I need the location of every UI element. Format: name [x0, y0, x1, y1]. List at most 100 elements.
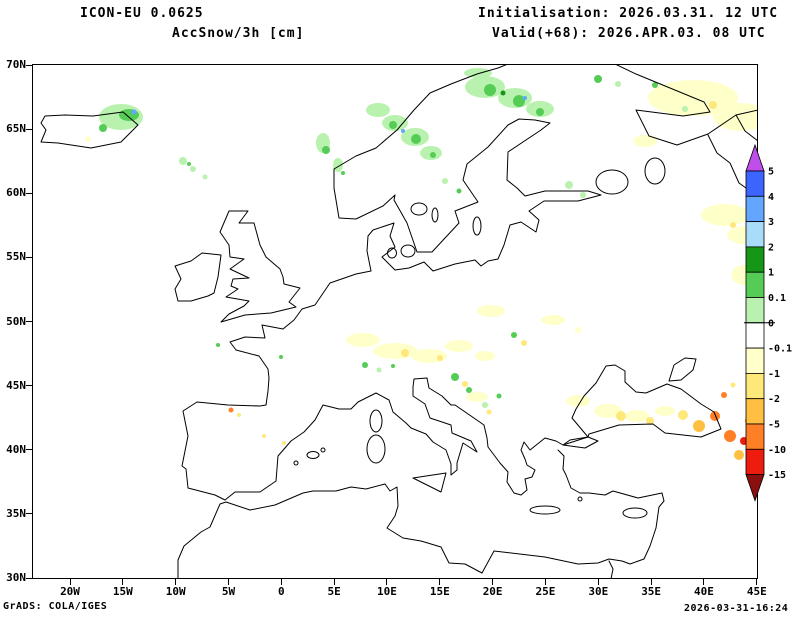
lon-tick	[386, 579, 388, 585]
island-ibiza	[293, 460, 299, 466]
lon-tick	[756, 579, 758, 585]
lon-tick	[227, 579, 229, 585]
lon-tick	[69, 579, 71, 585]
colorbar-label: -10	[768, 445, 786, 456]
colorbar-label: 5	[768, 167, 774, 178]
colorbar-segment	[745, 221, 765, 248]
coastline-sea-of-marmara	[562, 436, 599, 449]
lat-label-35N: 35N	[6, 506, 26, 520]
variable-title: AccSnow/3h [cm]	[172, 26, 305, 41]
lake-vanern	[410, 202, 428, 216]
lon-label-40E: 40E	[694, 585, 714, 598]
lat-tick	[26, 385, 33, 387]
colorbar-segment	[745, 297, 765, 324]
colorbar-arrow-up	[745, 143, 765, 172]
lon-label-20W: 20W	[60, 585, 80, 598]
colorbar-legend: 5 4 3 2 1 0.1 0 -0.1 -1 -2 -5 -10 -15	[744, 143, 800, 557]
lon-label-20E: 20E	[482, 585, 503, 598]
coastline-turkey-levant-north-africa	[177, 449, 665, 578]
lat-tick	[26, 64, 33, 66]
lon-label-5E: 5E	[327, 585, 341, 598]
lon-label-35E: 35E	[641, 585, 662, 598]
lon-label-10E: 10E	[377, 585, 397, 598]
colorbar-label: 3	[768, 217, 774, 228]
lat-tick	[26, 256, 33, 258]
lat-tick	[26, 513, 33, 515]
lake-ladoga	[595, 169, 629, 195]
colorbar-segment	[745, 322, 765, 349]
lake-vattern	[431, 207, 439, 223]
coastline-mediterranean-north	[224, 377, 589, 501]
lat-label-50N: 50N	[6, 314, 26, 328]
lon-label-15E: 15E	[429, 585, 450, 598]
lon-tick	[439, 579, 441, 585]
lat-tick	[26, 449, 33, 451]
colorbar-segment	[745, 372, 765, 400]
lon-label-45E: 45E	[746, 585, 767, 598]
colorbar-label: 2	[768, 242, 774, 253]
lon-tick	[175, 579, 177, 585]
colorbar-segment	[745, 195, 765, 222]
river-northern-dvina	[707, 134, 754, 194]
coastline-kola-white-sea	[615, 65, 757, 146]
lon-tick	[650, 579, 652, 585]
lat-tick	[26, 192, 33, 194]
island-minorca	[320, 447, 326, 453]
colorbar-label: 4	[768, 192, 774, 203]
map-frame	[32, 64, 758, 579]
island-zealand	[400, 244, 416, 258]
lat-tick	[26, 128, 33, 130]
island-gotland	[472, 216, 482, 236]
colorbar-label: 0.1	[768, 293, 786, 304]
island-mallorca	[306, 451, 320, 459]
snow-data-patches	[85, 68, 757, 462]
colorbar-label: -5	[768, 420, 780, 431]
colorbar-label: -2	[768, 394, 780, 405]
coastline-sea-of-azov	[668, 357, 697, 382]
colorbar-segment	[745, 271, 765, 298]
colorbar-arrow-down	[745, 474, 765, 502]
lat-tick	[26, 577, 33, 579]
island-crete	[529, 505, 561, 515]
colorbar-segment	[745, 246, 765, 273]
valid-time: Valid(+68): 2026.APR.03. 08 UTC	[492, 26, 766, 41]
coastline-black-sea	[571, 364, 722, 438]
colorbar-label: 1	[768, 268, 774, 279]
colorbar-segment	[745, 347, 765, 374]
lake-onega	[644, 157, 666, 185]
lat-label-45N: 45N	[6, 378, 26, 392]
colorbar-segment	[745, 170, 765, 197]
lat-label-60N: 60N	[6, 186, 26, 200]
grads-credit: GrADS: COLA/IGES	[3, 601, 108, 612]
lon-tick	[333, 579, 335, 585]
europe-map	[40, 65, 757, 578]
lon-label-15W: 15W	[112, 585, 133, 598]
lat-label-70N: 70N	[6, 58, 26, 71]
coastline-ireland	[174, 252, 222, 302]
lon-tick	[122, 579, 124, 585]
coastline-atlantic-baltic-mainland	[181, 65, 602, 501]
lon-label-25E: 25E	[535, 585, 556, 598]
colorbar-label: -0.1	[768, 344, 792, 355]
lon-tick	[597, 579, 599, 585]
model-title: ICON-EU 0.0625	[80, 6, 204, 21]
lon-tick	[280, 579, 282, 585]
coastline-great-britain	[219, 210, 301, 323]
colorbar-svg: 5 4 3 2 1 0.1 0 -0.1 -1 -2 -5 -10 -15	[744, 143, 792, 502]
lon-label-5W: 5W	[221, 585, 236, 598]
creation-timestamp: 2026-03-31-16:24	[684, 603, 789, 614]
colorbar-label: 0	[768, 318, 774, 329]
lat-label-55N: 55N	[6, 250, 26, 264]
colorbar-segment	[745, 398, 765, 425]
lat-label-65N: 65N	[6, 122, 26, 136]
lat-tick	[26, 321, 33, 322]
island-corsica	[369, 409, 383, 433]
island-sardinia	[366, 434, 386, 464]
island-rhodes	[577, 496, 583, 502]
island-funen	[387, 247, 397, 259]
island-cyprus	[622, 507, 648, 519]
lon-label-0: 0	[278, 585, 285, 598]
lon-label-10W: 10W	[165, 585, 186, 598]
init-time: Initialisation: 2026.03.31. 12 UTC	[478, 6, 779, 21]
